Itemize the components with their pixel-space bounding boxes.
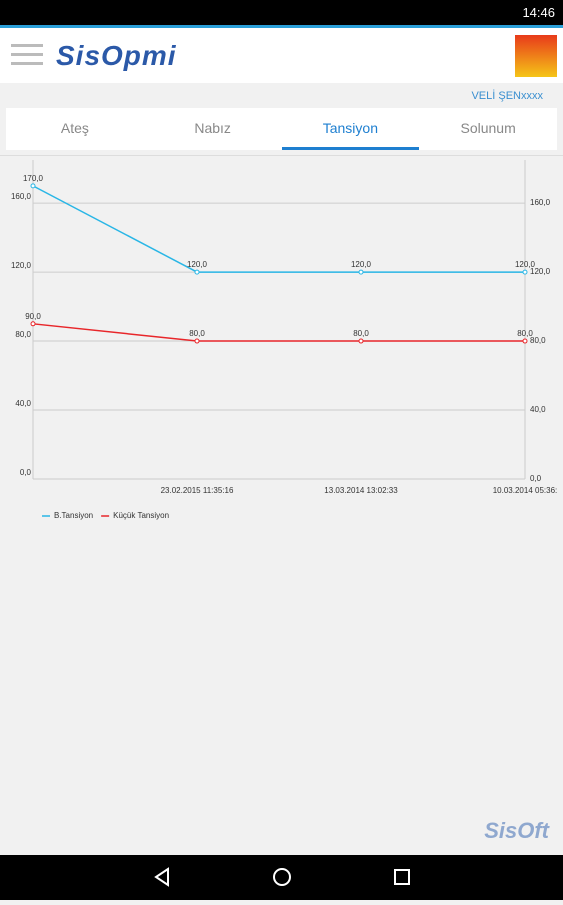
x-tick-label: 23.02.2015 11:35:16: [161, 486, 234, 495]
value-label: 80,0: [353, 329, 369, 338]
value-label: 120,0: [187, 260, 208, 269]
chart: 0,00,040,040,080,080,0120,0120,0160,0160…: [0, 155, 563, 520]
y2-tick-label: 40,0: [530, 405, 546, 414]
data-point: [358, 269, 364, 275]
menu-icon[interactable]: [8, 38, 48, 78]
y2-tick-label: 120,0: [530, 267, 551, 276]
legend-label: Küçük Tansiyon: [113, 511, 169, 520]
data-point: [358, 338, 364, 344]
data-point: [194, 338, 200, 344]
y2-tick-label: 0,0: [530, 474, 542, 483]
data-point: [522, 338, 528, 344]
series-line: [32, 185, 525, 273]
home-button[interactable]: [273, 868, 291, 886]
y2-tick-label: 80,0: [530, 336, 546, 345]
x-tick-label: 10.03.2014 05:36:: [493, 486, 558, 495]
avatar[interactable]: [515, 35, 557, 77]
data-point: [30, 321, 36, 327]
recent-button[interactable]: [394, 869, 410, 885]
data-point: [30, 183, 36, 189]
app-bar: SisOpmi: [0, 28, 563, 83]
value-label: 80,0: [189, 329, 205, 338]
series-line: [32, 323, 525, 342]
plot-frame: [0, 155, 563, 156]
clock: 14:46: [522, 5, 555, 20]
logo: SisOpmi: [56, 40, 177, 71]
nav-bar: [0, 855, 563, 900]
value-label: 170,0: [23, 174, 44, 183]
tab[interactable]: Nabız: [194, 120, 231, 136]
y-tick-label: 120,0: [11, 261, 32, 270]
nav-icons: [154, 867, 410, 887]
y-tick-label: 0,0: [20, 468, 32, 477]
legend-label: B.Tansiyon: [54, 511, 93, 520]
y-tick-label: 80,0: [15, 330, 31, 339]
back-button[interactable]: [154, 867, 169, 887]
user-name[interactable]: VELİ ŞENxxxx: [471, 90, 543, 102]
data-point: [522, 269, 528, 275]
x-tick-label: 13.03.2014 13:02:33: [324, 486, 398, 495]
y-tick-label: 40,0: [15, 399, 31, 408]
tab[interactable]: Tansiyon: [281, 108, 420, 150]
tab[interactable]: Solunum: [460, 120, 516, 136]
tab[interactable]: Ateş: [60, 120, 89, 136]
y2-tick-label: 160,0: [530, 198, 551, 207]
value-label: 90,0: [25, 312, 41, 321]
y-tick-label: 160,0: [11, 192, 32, 201]
value-label: 80,0: [517, 329, 533, 338]
status-bar: 14:46: [0, 0, 563, 28]
value-label: 120,0: [351, 260, 372, 269]
footer-logo: SisOft: [484, 818, 549, 843]
data-point: [194, 269, 200, 275]
value-label: 120,0: [515, 260, 536, 269]
tabs: Ateş Nabız Tansiyon Solunum: [6, 108, 557, 150]
